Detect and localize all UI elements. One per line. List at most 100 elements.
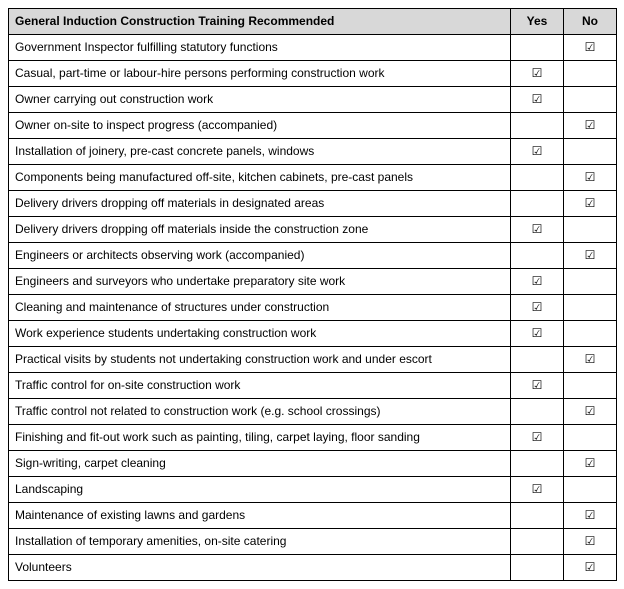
row-description: Traffic control not related to construct…	[9, 399, 511, 425]
row-description: Casual, part-time or labour-hire persons…	[9, 61, 511, 87]
check-icon: ☑	[532, 300, 543, 314]
row-description: Government Inspector fulfilling statutor…	[9, 35, 511, 61]
check-icon: ☑	[585, 404, 596, 418]
row-description: Components being manufactured off-site, …	[9, 165, 511, 191]
table-row: Maintenance of existing lawns and garden…	[9, 503, 617, 529]
row-yes-cell	[511, 503, 564, 529]
check-icon: ☑	[532, 274, 543, 288]
row-no-cell	[564, 269, 617, 295]
check-icon: ☑	[532, 482, 543, 496]
row-yes-cell	[511, 451, 564, 477]
row-yes-cell	[511, 35, 564, 61]
row-description: Owner carrying out construction work	[9, 87, 511, 113]
row-description: Work experience students undertaking con…	[9, 321, 511, 347]
row-description: Installation of temporary amenities, on-…	[9, 529, 511, 555]
row-yes-cell: ☑	[511, 477, 564, 503]
row-no-cell: ☑	[564, 451, 617, 477]
row-description: Delivery drivers dropping off materials …	[9, 217, 511, 243]
row-yes-cell	[511, 113, 564, 139]
row-description: Maintenance of existing lawns and garden…	[9, 503, 511, 529]
table-row: Finishing and fit-out work such as paint…	[9, 425, 617, 451]
row-no-cell: ☑	[564, 529, 617, 555]
table-row: Delivery drivers dropping off materials …	[9, 217, 617, 243]
row-yes-cell	[511, 347, 564, 373]
table-row: Work experience students undertaking con…	[9, 321, 617, 347]
row-yes-cell: ☑	[511, 139, 564, 165]
row-no-cell	[564, 61, 617, 87]
table-row: Sign-writing, carpet cleaning ☑	[9, 451, 617, 477]
check-icon: ☑	[585, 40, 596, 54]
row-yes-cell	[511, 529, 564, 555]
row-no-cell	[564, 139, 617, 165]
table-row: Volunteers ☑	[9, 555, 617, 581]
row-no-cell	[564, 373, 617, 399]
check-icon: ☑	[585, 560, 596, 574]
table-row: Traffic control for on-site construction…	[9, 373, 617, 399]
row-no-cell: ☑	[564, 35, 617, 61]
check-icon: ☑	[585, 118, 596, 132]
check-icon: ☑	[585, 196, 596, 210]
row-description: Engineers or architects observing work (…	[9, 243, 511, 269]
table-row: Engineers or architects observing work (…	[9, 243, 617, 269]
table-row: Landscaping☑	[9, 477, 617, 503]
header-title: General Induction Construction Training …	[9, 9, 511, 35]
row-description: Sign-writing, carpet cleaning	[9, 451, 511, 477]
row-yes-cell: ☑	[511, 217, 564, 243]
check-icon: ☑	[532, 66, 543, 80]
row-no-cell	[564, 477, 617, 503]
row-no-cell: ☑	[564, 113, 617, 139]
row-yes-cell	[511, 243, 564, 269]
check-icon: ☑	[532, 430, 543, 444]
check-icon: ☑	[532, 326, 543, 340]
check-icon: ☑	[585, 508, 596, 522]
row-no-cell: ☑	[564, 347, 617, 373]
row-description: Practical visits by students not underta…	[9, 347, 511, 373]
row-no-cell: ☑	[564, 191, 617, 217]
row-no-cell	[564, 425, 617, 451]
row-yes-cell: ☑	[511, 269, 564, 295]
row-description: Traffic control for on-site construction…	[9, 373, 511, 399]
row-yes-cell	[511, 555, 564, 581]
row-yes-cell: ☑	[511, 373, 564, 399]
row-yes-cell: ☑	[511, 295, 564, 321]
row-description: Engineers and surveyors who undertake pr…	[9, 269, 511, 295]
table-row: Engineers and surveyors who undertake pr…	[9, 269, 617, 295]
table-header-row: General Induction Construction Training …	[9, 9, 617, 35]
table-row: Components being manufactured off-site, …	[9, 165, 617, 191]
row-yes-cell: ☑	[511, 321, 564, 347]
check-icon: ☑	[532, 222, 543, 236]
row-description: Volunteers	[9, 555, 511, 581]
row-no-cell	[564, 217, 617, 243]
row-description: Finishing and fit-out work such as paint…	[9, 425, 511, 451]
row-no-cell	[564, 87, 617, 113]
check-icon: ☑	[585, 170, 596, 184]
row-no-cell	[564, 295, 617, 321]
row-no-cell: ☑	[564, 165, 617, 191]
table-row: Government Inspector fulfilling statutor…	[9, 35, 617, 61]
check-icon: ☑	[532, 144, 543, 158]
table-row: Casual, part-time or labour-hire persons…	[9, 61, 617, 87]
row-no-cell	[564, 321, 617, 347]
row-no-cell: ☑	[564, 243, 617, 269]
table-row: Installation of temporary amenities, on-…	[9, 529, 617, 555]
row-description: Cleaning and maintenance of structures u…	[9, 295, 511, 321]
table-row: Owner carrying out construction work☑	[9, 87, 617, 113]
table-row: Owner on-site to inspect progress (accom…	[9, 113, 617, 139]
row-description: Installation of joinery, pre-cast concre…	[9, 139, 511, 165]
check-icon: ☑	[585, 248, 596, 262]
row-no-cell: ☑	[564, 503, 617, 529]
row-description: Owner on-site to inspect progress (accom…	[9, 113, 511, 139]
check-icon: ☑	[585, 456, 596, 470]
row-yes-cell: ☑	[511, 425, 564, 451]
table-row: Installation of joinery, pre-cast concre…	[9, 139, 617, 165]
row-no-cell: ☑	[564, 555, 617, 581]
table-row: Delivery drivers dropping off materials …	[9, 191, 617, 217]
header-no: No	[564, 9, 617, 35]
table-row: Practical visits by students not underta…	[9, 347, 617, 373]
row-yes-cell: ☑	[511, 61, 564, 87]
row-yes-cell	[511, 399, 564, 425]
check-icon: ☑	[585, 352, 596, 366]
row-yes-cell	[511, 165, 564, 191]
check-icon: ☑	[585, 534, 596, 548]
row-no-cell: ☑	[564, 399, 617, 425]
